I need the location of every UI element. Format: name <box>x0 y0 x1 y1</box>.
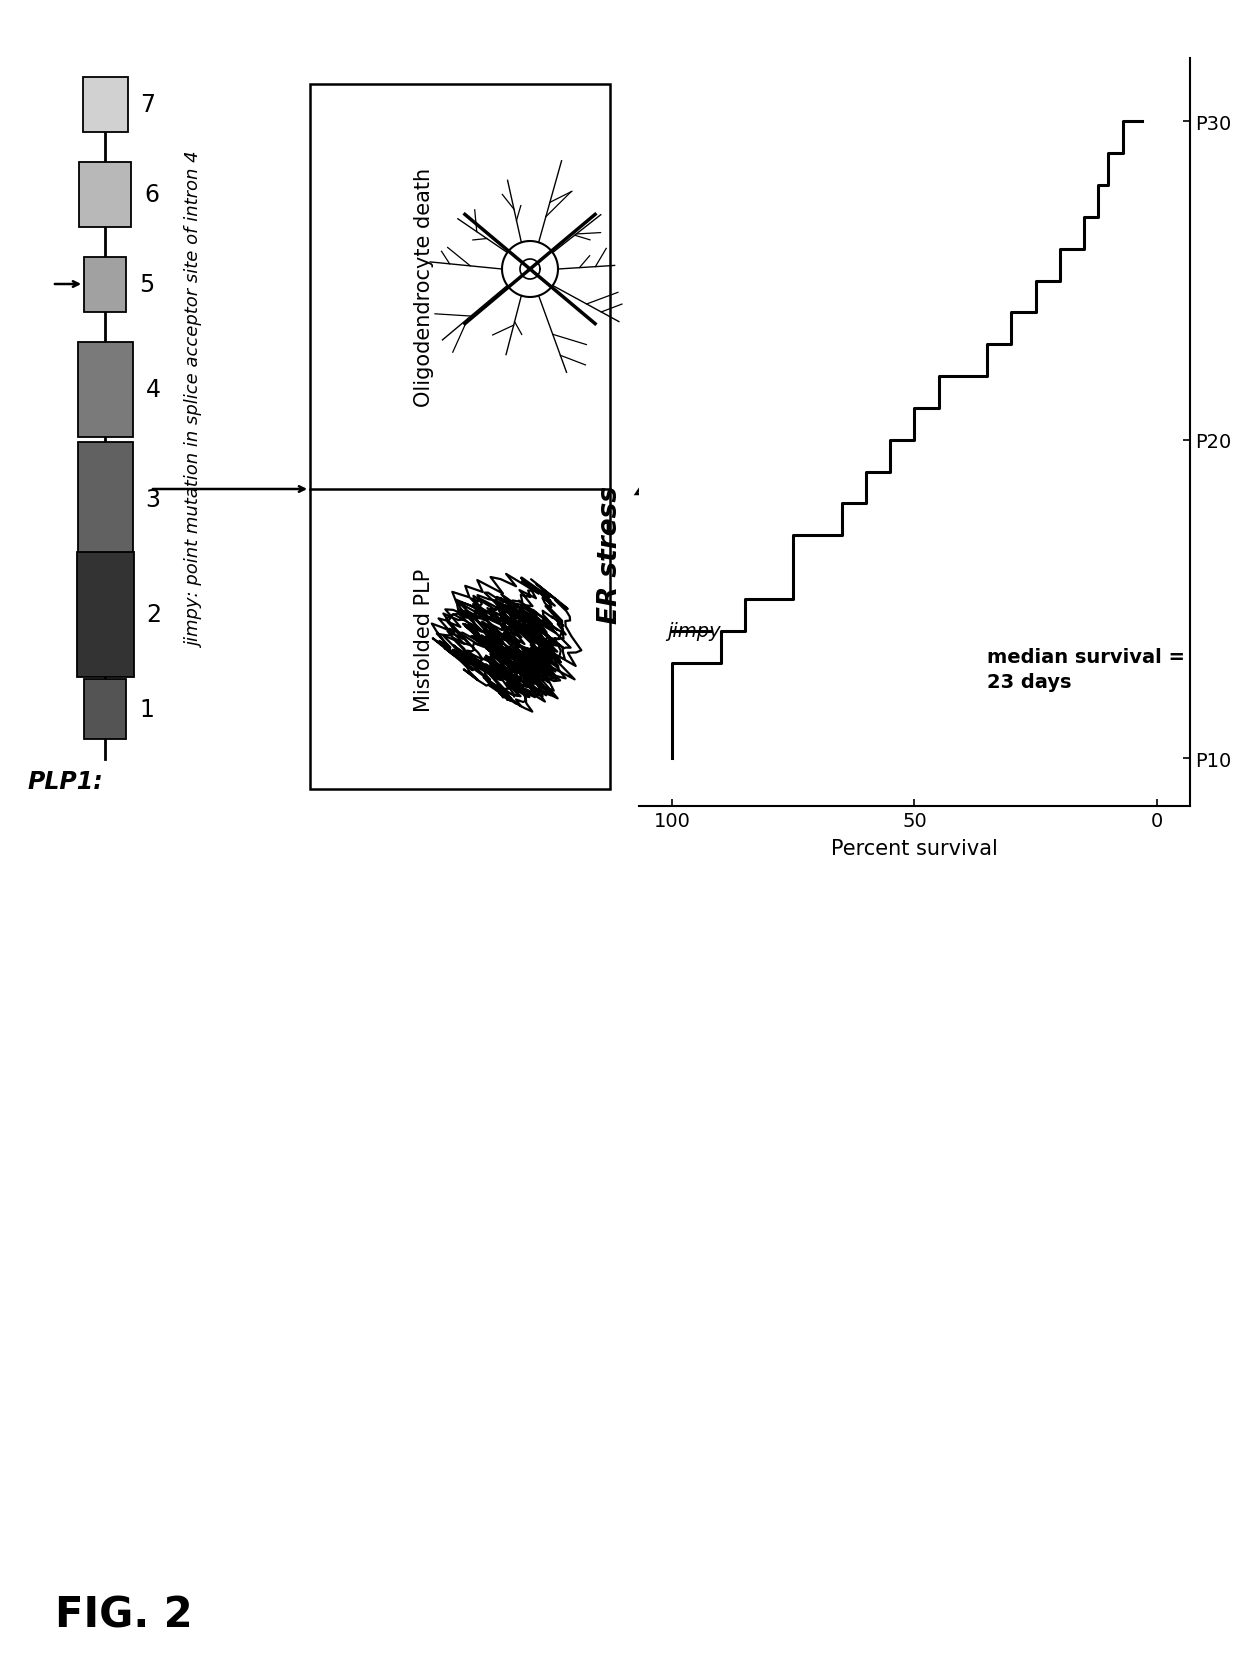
Text: 2: 2 <box>146 603 161 627</box>
Text: Oligodendrocyte death: Oligodendrocyte death <box>414 168 434 407</box>
Text: Misfolded PLP: Misfolded PLP <box>414 568 434 711</box>
X-axis label: Percent survival: Percent survival <box>831 838 998 858</box>
Text: 7: 7 <box>140 92 155 118</box>
Bar <box>84 257 126 312</box>
Bar <box>84 680 126 739</box>
FancyArrow shape <box>636 430 724 680</box>
Text: 5: 5 <box>139 272 154 297</box>
Text: 3: 3 <box>145 487 160 512</box>
Bar <box>310 86 610 790</box>
Text: 4: 4 <box>145 378 160 402</box>
Bar <box>77 442 133 558</box>
Text: PLP1:: PLP1: <box>29 769 104 793</box>
Bar <box>77 343 133 437</box>
Bar <box>79 163 131 227</box>
Text: 1: 1 <box>139 697 154 722</box>
Text: FIG. 2: FIG. 2 <box>55 1594 192 1636</box>
Bar <box>83 77 128 133</box>
Bar <box>77 553 134 677</box>
Text: jimpy: point mutation in splice acceptor site of intron 4: jimpy: point mutation in splice acceptor… <box>186 153 205 647</box>
Text: median survival =
23 days: median survival = 23 days <box>987 647 1185 690</box>
Text: 6: 6 <box>144 183 159 207</box>
Text: jimpy: jimpy <box>667 622 720 642</box>
Text: ER stress: ER stress <box>596 486 622 623</box>
